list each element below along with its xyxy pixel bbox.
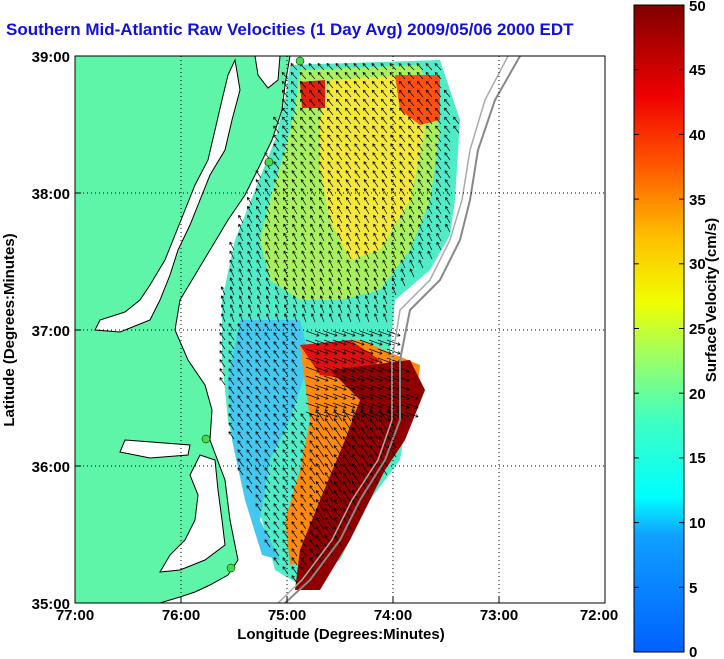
colorbar-tick-label: 20 xyxy=(689,386,706,403)
y-tick-label: 36:00 xyxy=(32,459,70,476)
colorbar-label: Surface Velocity (cm/s) xyxy=(703,218,720,382)
radar-site-marker xyxy=(226,563,236,573)
colorbar-ticks xyxy=(634,4,684,653)
y-axis-label: Latitude (Degrees:Minutes) xyxy=(1,233,18,426)
y-tick-label: 38:00 xyxy=(32,186,70,203)
map-title: Southern Mid-Atlantic Raw Velocities (1 … xyxy=(6,20,574,39)
x-tick-label: 73:00 xyxy=(480,607,518,624)
x-tick-label: 76:00 xyxy=(162,607,200,624)
shelf-contour xyxy=(277,56,509,603)
radar-site-marker xyxy=(295,56,305,66)
colorbar-tick-label: 30 xyxy=(689,256,706,273)
sound-water xyxy=(159,454,226,573)
colorbar-tick-label: 45 xyxy=(689,62,706,79)
shelf-contour xyxy=(284,56,521,603)
colorbar-tick-label: 5 xyxy=(689,580,697,597)
x-tick-label: 72:00 xyxy=(580,607,618,624)
velocity-field-yellow xyxy=(320,75,425,260)
x-tick-label: 77:00 xyxy=(56,607,94,624)
radar-site-marker xyxy=(201,434,211,444)
colorbar-tick-label: 0 xyxy=(689,644,697,659)
colorbar-tick-label: 10 xyxy=(689,515,706,532)
land-mass xyxy=(75,56,291,603)
colorbar-tick-label: 35 xyxy=(689,192,706,209)
x-tick-label: 75:00 xyxy=(268,607,306,624)
x-tick-label: 74:00 xyxy=(374,607,412,624)
velocity-vectors xyxy=(219,63,460,584)
sound-water xyxy=(119,439,191,459)
y-tick-label: 39:00 xyxy=(32,49,70,66)
chesapeake-bay xyxy=(94,58,241,333)
y-tick-label: 35:00 xyxy=(32,596,70,613)
radar-site-marker xyxy=(264,157,274,167)
delaware-bay xyxy=(254,56,281,89)
colorbar-tick-label: 25 xyxy=(689,321,706,338)
tick-marks xyxy=(74,55,606,604)
grid-lines xyxy=(75,56,605,603)
x-axis-label: Longitude (Degrees:Minutes) xyxy=(237,626,445,643)
colorbar-tick-label: 15 xyxy=(689,450,706,467)
colorbar-tick-label: 50 xyxy=(689,0,706,15)
y-tick-label: 37:00 xyxy=(32,323,70,340)
colorbar xyxy=(633,4,685,653)
velocity-arrow-set xyxy=(219,63,460,584)
colorbar-tick-label: 40 xyxy=(689,127,706,144)
